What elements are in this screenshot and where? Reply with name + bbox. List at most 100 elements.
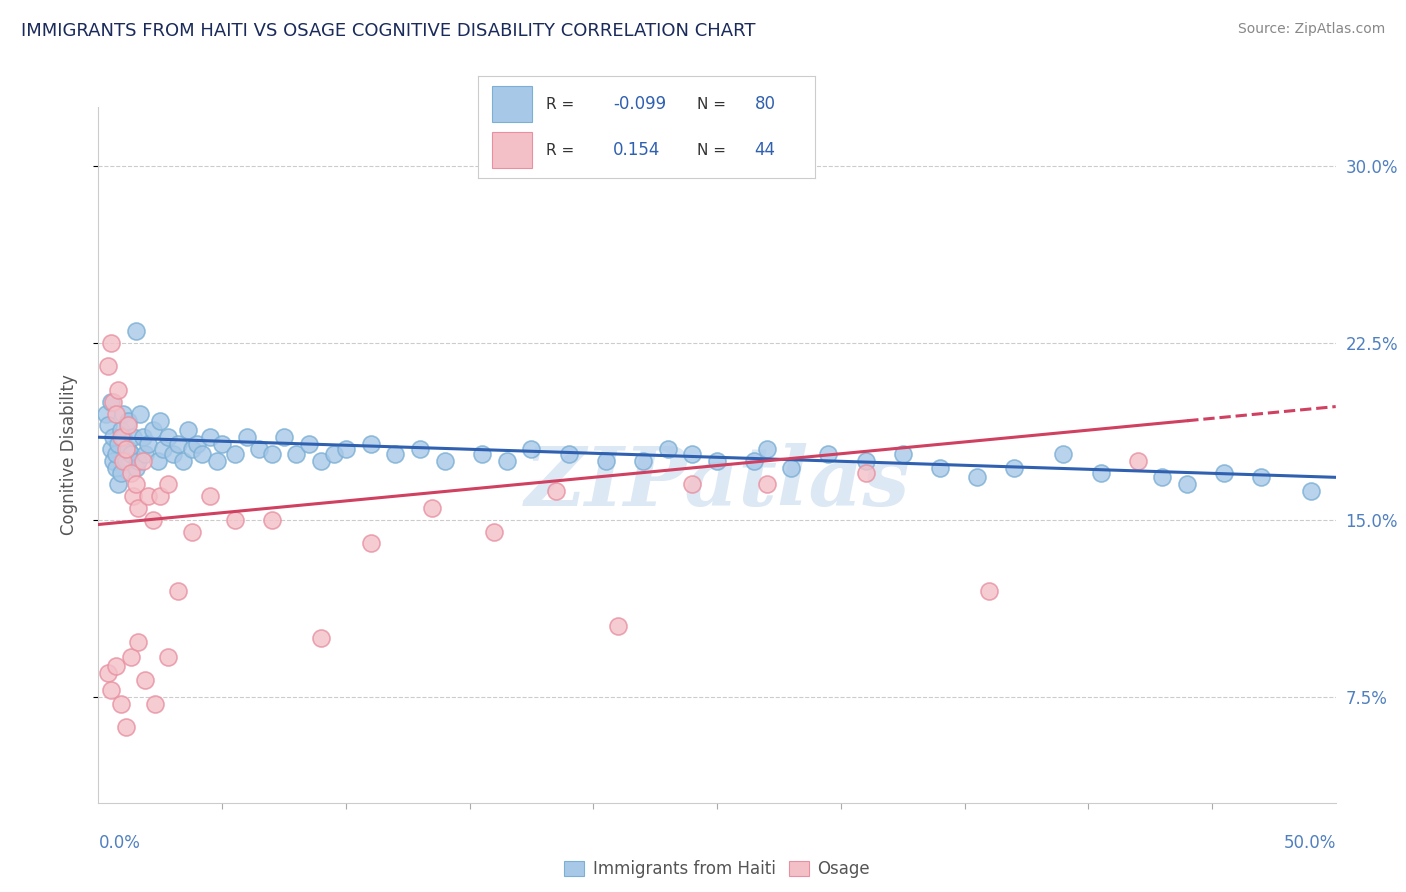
Point	[495, 454, 517, 468]
Point	[817, 447, 839, 461]
Point	[110, 466, 132, 480]
Point	[156, 430, 179, 444]
Point	[132, 430, 155, 444]
Point	[110, 697, 132, 711]
Point	[409, 442, 432, 456]
Point	[979, 583, 1001, 598]
Point	[104, 407, 127, 421]
Bar	[492, 87, 531, 122]
Point	[360, 536, 382, 550]
Point	[136, 489, 159, 503]
Point	[122, 430, 145, 444]
Point	[322, 447, 344, 461]
Point	[103, 454, 125, 468]
Point	[104, 447, 127, 461]
Point	[780, 461, 803, 475]
Point	[273, 430, 295, 444]
Point	[112, 430, 135, 444]
Point	[309, 454, 332, 468]
Point	[166, 583, 188, 598]
Point	[112, 407, 135, 421]
Point	[360, 437, 382, 451]
Point	[100, 442, 122, 456]
Point	[186, 437, 208, 451]
Text: 0.154: 0.154	[613, 141, 661, 159]
Point	[471, 447, 494, 461]
Point	[117, 414, 139, 428]
Point	[162, 447, 184, 461]
Point	[104, 461, 127, 475]
Point	[607, 619, 630, 633]
Point	[1052, 447, 1074, 461]
Text: R =: R =	[546, 96, 574, 112]
Y-axis label: Cognitive Disability: Cognitive Disability	[59, 375, 77, 535]
Point	[110, 430, 132, 444]
Point	[156, 477, 179, 491]
Point	[127, 635, 149, 649]
Point	[928, 461, 950, 475]
Point	[520, 442, 543, 456]
Bar	[492, 132, 531, 168]
Point	[100, 395, 122, 409]
Point	[236, 430, 259, 444]
Point	[681, 447, 703, 461]
Point	[120, 649, 142, 664]
Point	[142, 423, 165, 437]
Point	[97, 418, 120, 433]
Point	[149, 414, 172, 428]
Point	[143, 697, 166, 711]
Point	[224, 513, 246, 527]
Point	[484, 524, 506, 539]
Point	[384, 447, 406, 461]
Point	[149, 489, 172, 503]
Point	[100, 335, 122, 350]
Point	[114, 720, 136, 734]
Point	[285, 447, 308, 461]
Point	[104, 659, 127, 673]
Point	[120, 447, 142, 461]
Point	[657, 442, 679, 456]
Text: 50.0%: 50.0%	[1284, 834, 1336, 852]
Point	[110, 423, 132, 437]
Point	[117, 418, 139, 433]
Point	[114, 454, 136, 468]
Point	[1299, 484, 1322, 499]
Point	[1250, 470, 1272, 484]
Point	[100, 682, 122, 697]
Point	[224, 447, 246, 461]
Point	[146, 454, 169, 468]
Point	[755, 477, 778, 491]
Point	[127, 454, 149, 468]
Point	[181, 442, 204, 456]
Point	[152, 442, 174, 456]
Text: IMMIGRANTS FROM HAITI VS OSAGE COGNITIVE DISABILITY CORRELATION CHART: IMMIGRANTS FROM HAITI VS OSAGE COGNITIVE…	[21, 22, 755, 40]
Text: 80: 80	[755, 95, 776, 113]
Point	[1126, 454, 1149, 468]
Point	[94, 407, 117, 421]
Text: 0.0%: 0.0%	[98, 834, 141, 852]
Point	[595, 454, 617, 468]
Point	[134, 673, 156, 688]
Point	[136, 437, 159, 451]
Text: ZIPatlas: ZIPatlas	[524, 442, 910, 523]
Point	[124, 477, 146, 491]
Point	[433, 454, 456, 468]
Text: N =: N =	[697, 143, 727, 158]
Point	[103, 395, 125, 409]
Point	[855, 454, 877, 468]
Point	[309, 631, 332, 645]
Point	[114, 442, 136, 456]
Point	[156, 649, 179, 664]
Point	[198, 430, 221, 444]
Text: N =: N =	[697, 96, 727, 112]
Point	[422, 500, 444, 515]
Point	[298, 437, 321, 451]
Point	[129, 407, 152, 421]
Point	[1090, 466, 1112, 480]
Point	[966, 470, 988, 484]
Point	[1152, 470, 1174, 484]
Point	[1213, 466, 1236, 480]
Point	[1175, 477, 1198, 491]
Point	[335, 442, 357, 456]
Point	[742, 454, 765, 468]
